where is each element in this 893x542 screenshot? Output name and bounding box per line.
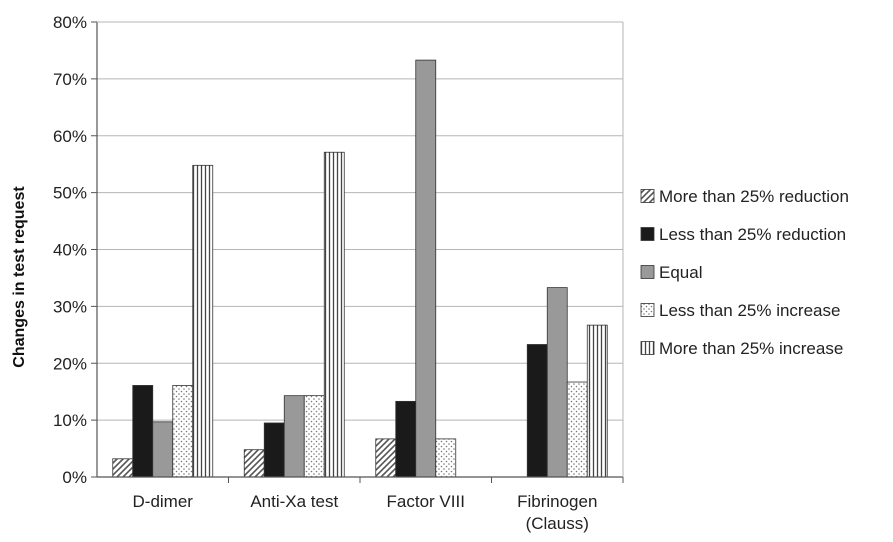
bar-less-than-25-reduction bbox=[132, 385, 154, 478]
legend: More than 25% reduction Less than 25% red… bbox=[640, 187, 849, 358]
y-tick-label: 60% bbox=[53, 127, 87, 146]
legend-label: Equal bbox=[659, 263, 702, 282]
bar-less-than-25-reduction bbox=[526, 344, 548, 478]
bar-less-than-25-increase bbox=[303, 395, 325, 478]
legend-label: Less than 25% reduction bbox=[659, 225, 846, 244]
bar-more-than-25-increase bbox=[323, 151, 345, 478]
bar-more-than-25-increase bbox=[192, 164, 214, 478]
bar-equal bbox=[283, 395, 305, 478]
x-category-label: Fibrinogen bbox=[517, 492, 597, 511]
bar-more-than-25-reduction bbox=[375, 438, 397, 478]
x-category-labels: D-dimer Anti-Xa test Factor VIII Fibrinogen… bbox=[133, 492, 598, 533]
bars bbox=[112, 59, 608, 478]
y-tick-label: 10% bbox=[53, 411, 87, 430]
y-tick-label: 50% bbox=[53, 184, 87, 203]
bar-less-than-25-increase bbox=[435, 438, 457, 478]
legend-swatch bbox=[640, 265, 655, 279]
legend-label: Less than 25% increase bbox=[659, 301, 840, 320]
legend-swatch bbox=[640, 303, 655, 317]
x-category-label: D-dimer bbox=[133, 492, 194, 511]
x-category-label: (Clauss) bbox=[526, 514, 589, 533]
bar-equal bbox=[415, 59, 437, 478]
x-category-label: Anti-Xa test bbox=[250, 492, 338, 511]
bar-less-than-25-increase bbox=[566, 381, 588, 478]
legend-swatch bbox=[640, 341, 655, 355]
legend-swatch bbox=[640, 227, 655, 241]
y-axis-label: Changes in test request bbox=[11, 186, 28, 368]
x-category-label: Factor VIII bbox=[387, 492, 465, 511]
bar-equal bbox=[152, 421, 174, 478]
bar-less-than-25-reduction bbox=[263, 422, 285, 478]
y-tick-labels: 0% 10% 20% 30% 40% 50% 60% 70% 80% bbox=[53, 13, 87, 487]
legend-label: More than 25% reduction bbox=[659, 187, 849, 206]
bar-less-than-25-reduction bbox=[395, 400, 417, 478]
y-tick-label: 80% bbox=[53, 13, 87, 32]
bar-more-than-25-reduction bbox=[112, 458, 134, 478]
y-tick-label: 70% bbox=[53, 70, 87, 89]
bar-equal bbox=[546, 287, 568, 478]
y-tick-label: 0% bbox=[62, 468, 87, 487]
bar-less-than-25-increase bbox=[172, 385, 194, 478]
axes bbox=[96, 21, 624, 483]
bar-more-than-25-reduction bbox=[243, 449, 265, 478]
bar-more-than-25-increase bbox=[586, 324, 608, 478]
legend-swatch bbox=[640, 189, 655, 203]
y-tick-label: 40% bbox=[53, 241, 87, 260]
y-tick-label: 20% bbox=[53, 354, 87, 373]
legend-label: More than 25% increase bbox=[659, 339, 843, 358]
y-tick-label: 30% bbox=[53, 297, 87, 316]
